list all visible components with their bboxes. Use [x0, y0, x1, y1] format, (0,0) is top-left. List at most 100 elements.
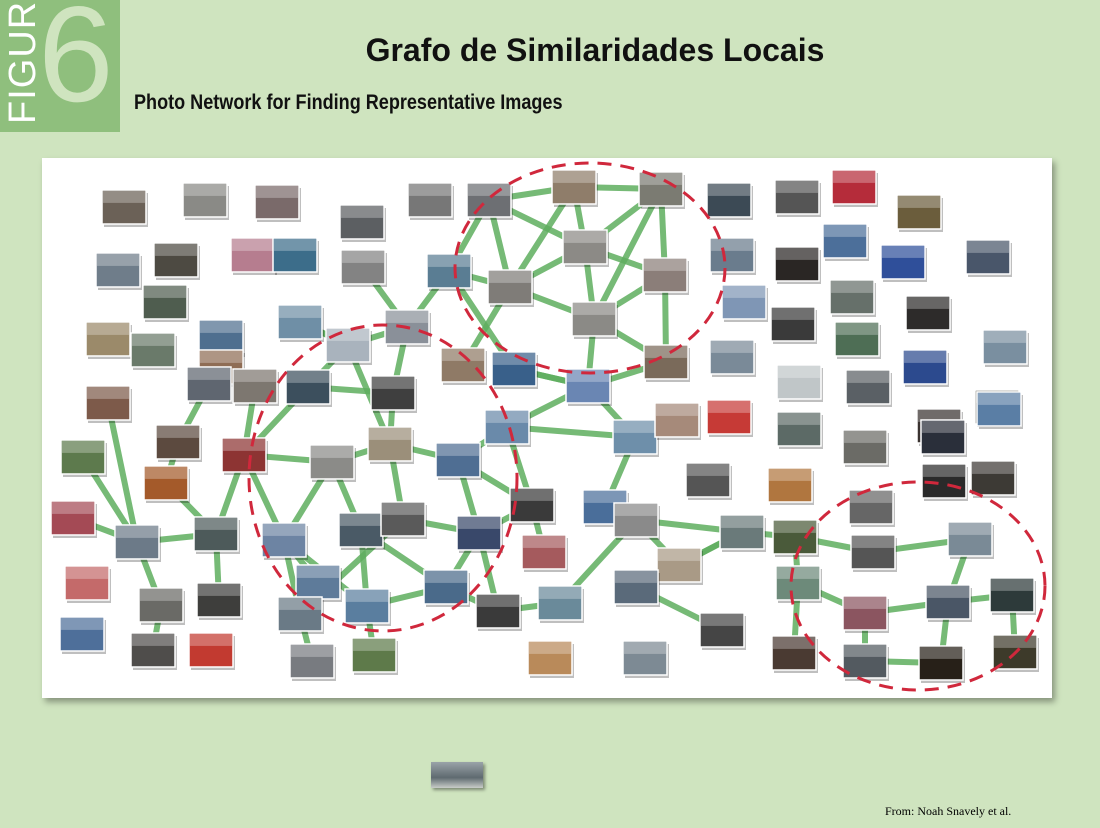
photo-thumbnail [992, 634, 1039, 672]
cluster-ring-top [453, 161, 727, 375]
photo-thumbnail [776, 411, 823, 449]
photo-thumbnail [407, 182, 454, 220]
photo-thumbnail [982, 329, 1029, 367]
photo-thumbnail [842, 429, 889, 467]
photo-thumbnail [643, 344, 690, 382]
photo-thumbnail [64, 565, 111, 603]
photo-thumbnail [277, 304, 324, 342]
photo-thumbnail [370, 375, 417, 413]
photo-thumbnail [709, 237, 756, 275]
photo-thumbnail [232, 368, 279, 406]
photo-thumbnail [976, 391, 1023, 429]
photo-thumbnail [130, 332, 177, 370]
photo-thumbnail [484, 409, 531, 447]
photo-thumbnail [254, 184, 301, 222]
graph-nodes [50, 169, 1039, 683]
photo-thumbnail [182, 182, 229, 220]
photo-thumbnail [920, 419, 967, 457]
photo-thumbnail [642, 257, 689, 295]
cluster-ring-right [789, 480, 1047, 692]
photo-thumbnail [261, 522, 308, 560]
photo-network-panel [42, 158, 1052, 698]
photo-thumbnail [831, 169, 878, 207]
photo-thumbnail [196, 582, 243, 620]
photo-thumbnail [221, 437, 268, 475]
photo-thumbnail [188, 632, 235, 670]
photo-thumbnail [822, 223, 869, 261]
photo-thumbnail [272, 237, 319, 275]
photo-thumbnail [380, 501, 427, 539]
photo-thumbnail [435, 442, 482, 480]
photo-thumbnail [774, 246, 821, 284]
photo-thumbnail [896, 194, 943, 232]
photo-thumbnail [230, 237, 277, 275]
photo-thumbnail [654, 402, 701, 440]
photo-thumbnail [193, 516, 240, 554]
figure-subtitle: Photo Network for Finding Representative… [134, 91, 563, 114]
photo-thumbnail [721, 284, 768, 322]
photo-thumbnail [902, 349, 949, 387]
photo-thumbnail [880, 244, 927, 282]
photo-thumbnail [706, 182, 753, 220]
photo-thumbnail [426, 253, 473, 291]
photo-thumbnail [918, 645, 965, 683]
photo-thumbnail [772, 519, 819, 557]
photo-thumbnail [325, 327, 372, 365]
photo-thumbnail [142, 284, 189, 322]
graph-edge [105, 400, 140, 545]
photo-thumbnail [947, 521, 994, 559]
photo-thumbnail [829, 279, 876, 317]
photo-thumbnail [656, 547, 703, 585]
photo-thumbnail [277, 596, 324, 634]
photo-thumbnail [551, 169, 598, 207]
photo-thumbnail [776, 364, 823, 402]
photo-thumbnail [562, 229, 609, 267]
photo-thumbnail [565, 368, 612, 406]
cluster-ring-middle [247, 323, 519, 633]
photo-thumbnail [289, 643, 336, 681]
photo-thumbnail [344, 588, 391, 626]
photo-thumbnail [440, 347, 487, 385]
photo-thumbnail [85, 385, 132, 423]
photo-thumbnail [491, 351, 538, 389]
photo-thumbnail [59, 616, 106, 654]
photo-thumbnail [767, 467, 814, 505]
photo-thumbnail [143, 465, 190, 503]
photo-thumbnail [466, 182, 513, 220]
photo-thumbnail [905, 295, 952, 333]
photo-thumbnail [989, 577, 1036, 615]
photo-thumbnail [965, 239, 1012, 277]
photo-thumbnail [613, 502, 660, 540]
photo-thumbnail [521, 534, 568, 572]
photo-thumbnail [101, 189, 148, 227]
photo-thumbnail [706, 399, 753, 437]
cluster-rings [247, 161, 1047, 692]
photo-thumbnail [285, 369, 332, 407]
photo-thumbnail [537, 585, 584, 623]
photo-thumbnail [138, 587, 185, 625]
photo-thumbnail [95, 252, 142, 290]
figure-badge: FIGURE 6 [0, 0, 120, 132]
photo-thumbnail [842, 643, 889, 681]
page-title: Grafo de Similaridades Locais [365, 32, 825, 68]
photo-thumbnail [685, 462, 732, 500]
photo-thumbnail [770, 306, 817, 344]
photo-thumbnail [774, 179, 821, 217]
photo-thumbnail [309, 444, 356, 482]
photo-thumbnail [699, 612, 746, 650]
photo-thumbnail [622, 640, 669, 678]
photo-thumbnail [527, 640, 574, 678]
photo-thumbnail [339, 204, 386, 242]
photo-thumbnail [186, 366, 233, 404]
photo-thumbnail [153, 242, 200, 280]
photo-thumbnail [456, 515, 503, 553]
photo-thumbnail [85, 321, 132, 359]
photo-thumbnail [771, 635, 818, 673]
photo-thumbnail [850, 534, 897, 572]
photo-thumbnail [709, 339, 756, 377]
source-credit: From: Noah Snavely et al. [885, 804, 1012, 818]
photo-thumbnail [475, 593, 522, 631]
photo-thumbnail [155, 424, 202, 462]
photo-thumbnail [60, 439, 107, 477]
photo-thumbnail [509, 487, 556, 525]
